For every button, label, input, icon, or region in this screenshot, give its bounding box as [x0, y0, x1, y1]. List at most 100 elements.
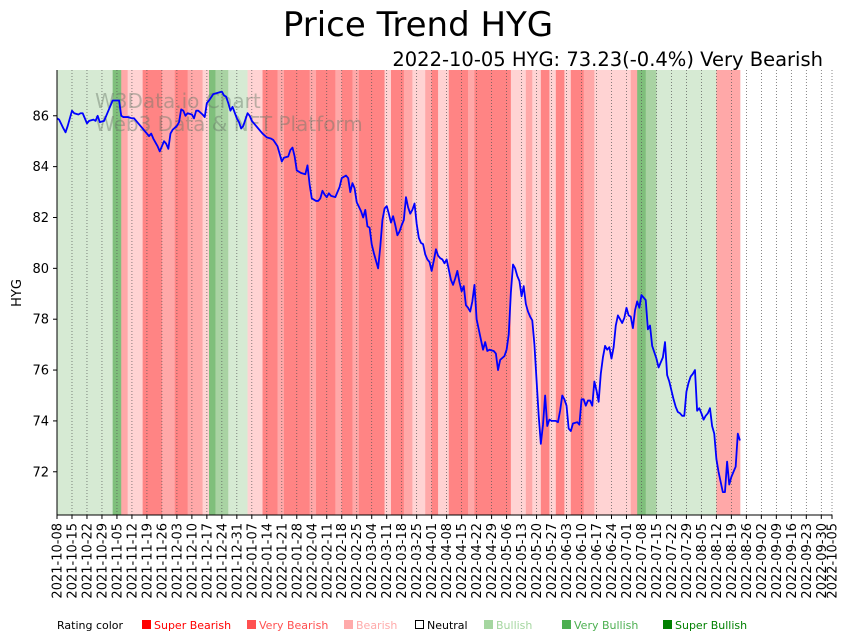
x-tick-label: 2022-01-07 [245, 523, 260, 599]
rating-band [316, 70, 336, 515]
rating-band [555, 70, 565, 515]
rating-band [277, 70, 285, 515]
x-tick-label: 2021-12-10 [185, 523, 200, 599]
chart-title: Price Trend HYG [283, 5, 553, 45]
x-tick-label: 2022-02-18 [335, 523, 350, 599]
rating-band [570, 70, 585, 515]
y-axis-ticks: 72 74 76 78 80 82 84 86 [32, 109, 57, 480]
rating-band [412, 70, 426, 515]
x-tick-label: 2022-07-01 [620, 523, 635, 599]
rating-legend: Rating color Super Bearish Very Bearish Be… [57, 619, 747, 632]
rating-band [384, 70, 392, 515]
x-tick-label: 2022-06-24 [605, 523, 620, 599]
x-tick-label: 2021-12-17 [200, 523, 215, 599]
rating-bands [57, 70, 741, 515]
rating-band [403, 70, 413, 515]
x-tick-label: 2021-12-24 [215, 523, 230, 599]
rating-band [161, 70, 176, 515]
x-axis-ticks: 2021-10-08 2021-10-15 2021-10-22 2021-10-29… [51, 515, 841, 599]
x-tick-label: 2022-01-21 [275, 523, 290, 599]
x-tick-label: 2022-04-08 [440, 523, 455, 599]
legend-swatch [247, 620, 256, 629]
y-tick-label: 76 [32, 364, 49, 379]
y-axis-label: HYG [10, 279, 25, 307]
legend-swatch [142, 620, 151, 629]
x-tick-label: 2022-04-15 [455, 523, 470, 599]
x-tick-label: 2021-11-26 [155, 523, 170, 599]
x-tick-label: 2022-03-11 [380, 523, 395, 599]
axes [56, 70, 832, 516]
x-tick-label: 2022-04-01 [425, 523, 440, 599]
rating-band [390, 70, 405, 515]
x-tick-label: 2021-10-08 [51, 523, 66, 599]
watermark-line-2: Web3 Data & NFT Platform [95, 112, 363, 136]
x-tick-label: 2021-11-19 [140, 523, 155, 599]
legend-swatch [562, 620, 571, 629]
rating-band [510, 70, 527, 515]
x-tick-label: 2022-08-19 [725, 523, 740, 599]
vertical-gridlines [56, 70, 833, 515]
x-tick-label: 2021-11-05 [110, 523, 125, 599]
rating-band [209, 70, 216, 515]
x-tick-label: 2022-02-25 [350, 523, 365, 599]
x-tick-label: 2022-02-04 [305, 523, 320, 599]
x-tick-label: 2022-06-10 [575, 523, 590, 599]
rating-band [228, 70, 248, 515]
y-tick-label: 84 [32, 160, 49, 175]
x-tick-label: 2022-09-09 [770, 523, 785, 599]
x-tick-label: 2021-12-03 [170, 523, 185, 599]
x-tick-label: 2022-06-03 [560, 523, 575, 599]
legend-item-label: Very Bearish [259, 619, 328, 632]
rating-band [309, 70, 317, 515]
x-tick-label: 2022-05-13 [515, 523, 530, 599]
x-tick-label: 2022-05-27 [545, 523, 560, 599]
x-tick-label: 2022-03-04 [365, 523, 380, 599]
x-tick-label: 2022-03-18 [395, 523, 410, 599]
x-tick-label: 2021-10-15 [65, 523, 80, 599]
legend-item-label: Very Bullish [574, 619, 638, 632]
chart-subtitle: 2022-10-05 HYG: 73.23(-0.4%) Very Bearis… [392, 48, 823, 71]
legend-item-label: Bearish [356, 619, 397, 632]
rating-band [352, 70, 360, 515]
x-tick-label: 2022-04-22 [470, 523, 485, 599]
x-tick-label: 2022-05-06 [500, 523, 515, 599]
y-tick-label: 72 [32, 465, 49, 480]
rating-band [448, 70, 469, 515]
rating-band [121, 70, 129, 515]
x-tick-label: 2022-09-02 [755, 523, 770, 599]
x-tick-label: 2022-07-29 [680, 523, 695, 599]
x-tick-label: 2022-04-29 [485, 523, 500, 599]
legend-item-label: Super Bearish [154, 619, 231, 632]
rating-band [57, 70, 114, 515]
rating-band [142, 70, 163, 515]
rating-band [645, 70, 657, 515]
y-tick-label: 78 [32, 313, 49, 328]
rating-band [174, 70, 188, 515]
x-tick-label: 2022-07-22 [665, 523, 680, 599]
rating-band [525, 70, 533, 515]
x-tick-label: 2021-10-29 [95, 523, 110, 599]
x-tick-label: 2022-07-15 [650, 523, 665, 599]
x-tick-label: 2022-01-28 [290, 523, 305, 599]
rating-band [335, 70, 343, 515]
x-tick-label: 2021-10-22 [80, 523, 95, 599]
rating-band [716, 70, 741, 515]
x-tick-label: 2022-08-05 [695, 523, 710, 599]
rating-band [431, 70, 439, 515]
y-tick-label: 86 [32, 109, 49, 124]
rating-band [341, 70, 353, 515]
x-tick-label: 2022-09-16 [785, 523, 800, 599]
x-tick-label: 2022-02-11 [320, 523, 335, 599]
x-tick-label: 2021-11-12 [125, 523, 140, 599]
rating-band [202, 70, 210, 515]
x-tick-label: 2021-12-31 [230, 523, 245, 599]
rating-band [630, 70, 638, 515]
x-tick-label: 2022-09-30 [815, 523, 830, 599]
rating-band [474, 70, 512, 515]
rating-band [549, 70, 557, 515]
rating-band [262, 70, 278, 515]
rating-band [583, 70, 595, 515]
rating-band [564, 70, 572, 515]
legend-swatch [344, 620, 353, 629]
legend-swatch [663, 620, 672, 629]
